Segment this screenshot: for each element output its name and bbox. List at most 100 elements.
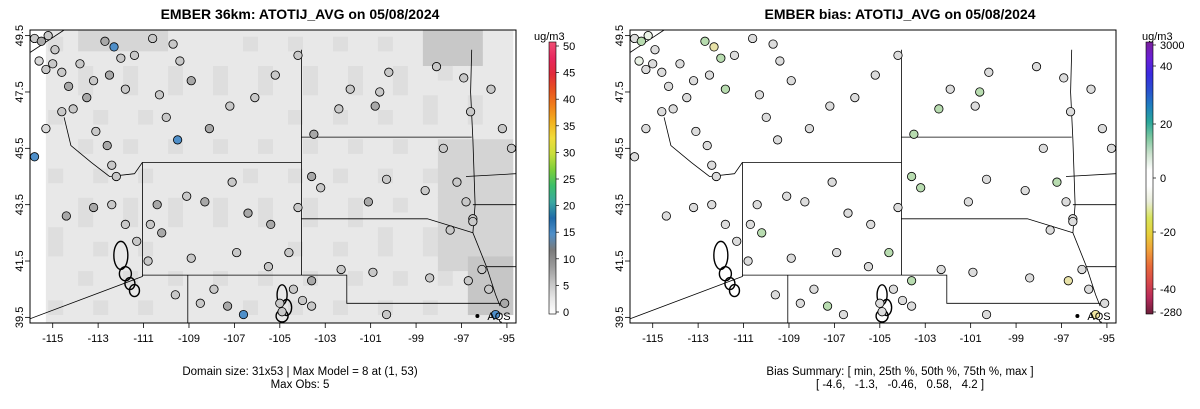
model-field-cell xyxy=(243,226,259,242)
model-field-cell xyxy=(108,124,124,140)
monitor-site-marker xyxy=(459,73,469,83)
model-field-cell xyxy=(347,182,364,198)
model-field-cell xyxy=(168,109,184,125)
model-field-cell xyxy=(183,36,199,52)
model-field-cell xyxy=(497,153,514,169)
monitor-site-marker xyxy=(284,247,294,258)
monitor-site-marker xyxy=(104,70,115,80)
model-field-cell xyxy=(332,226,349,242)
model-field-cell xyxy=(48,124,64,140)
model-field-cell xyxy=(437,285,454,301)
model-field-cell xyxy=(183,138,199,154)
model-field-cell xyxy=(302,285,319,301)
model-field-cell xyxy=(198,153,214,169)
x-axis-tick-label: -111 xyxy=(733,333,753,345)
model-field-cell xyxy=(317,65,334,81)
model-field-cell xyxy=(467,299,484,316)
model-field-cell xyxy=(407,168,424,184)
model-field-cell xyxy=(273,94,289,110)
monitor-site-marker xyxy=(897,295,908,306)
model-field-cell xyxy=(392,94,409,110)
monitor-site-marker xyxy=(630,152,640,162)
monitor-site-marker xyxy=(984,67,994,77)
colorbar-tick-label: -280 xyxy=(1160,307,1182,319)
model-field-cell xyxy=(482,138,499,154)
monitor-site-marker xyxy=(497,124,507,134)
monitor-site-marker xyxy=(934,104,944,114)
monitor-site-marker xyxy=(182,191,192,201)
monitor-site-marker xyxy=(336,264,346,275)
model-field-cell xyxy=(287,255,304,272)
model-field-cell xyxy=(452,109,469,125)
model-field-cell xyxy=(407,80,424,96)
model-field-cell xyxy=(108,241,124,257)
x-axis-tick-label: -97 xyxy=(1054,333,1070,345)
monitor-site-marker xyxy=(232,247,242,258)
model-field-cell xyxy=(63,30,79,37)
model-field-cell xyxy=(362,80,379,96)
monitor-site-marker xyxy=(745,219,755,229)
model-field-cell xyxy=(392,270,409,286)
model-field-cell xyxy=(213,197,229,213)
model-field-cell xyxy=(78,36,94,52)
monitor-site-marker xyxy=(186,253,196,263)
model-field-cell xyxy=(437,30,454,37)
model-field-cell xyxy=(183,50,199,66)
model-field-cell xyxy=(78,65,94,81)
model-field-cell xyxy=(48,197,64,213)
y-axis-tick-label: 43.5 xyxy=(614,194,626,215)
monitor-site-marker xyxy=(707,160,717,170)
model-field-cell xyxy=(422,30,439,37)
monitor-site-marker xyxy=(822,301,833,311)
monitor-site-marker xyxy=(486,84,496,94)
model-field-cell xyxy=(63,299,79,316)
model-field-cell xyxy=(362,138,379,154)
lake-outline xyxy=(713,240,729,271)
right-colorbar-unit: ug/m3 xyxy=(1142,31,1173,43)
monitor-site-marker xyxy=(1090,309,1101,320)
model-field-cell xyxy=(138,197,154,213)
model-field-cell xyxy=(482,182,499,198)
model-field-cell xyxy=(63,36,79,52)
model-field-cell xyxy=(482,241,499,257)
monitor-site-marker xyxy=(1061,197,1071,207)
monitor-site-marker xyxy=(800,197,810,207)
model-field-cell xyxy=(153,124,169,140)
colorbar-tick-label: 35 xyxy=(563,121,575,133)
state-boundary-line xyxy=(901,274,1101,304)
monitor-site-marker xyxy=(757,228,767,238)
monitor-site-marker xyxy=(116,53,126,63)
monitor-site-marker xyxy=(782,191,792,201)
model-field-cell xyxy=(377,211,394,228)
model-field-cell xyxy=(228,30,244,37)
model-field-cell xyxy=(377,36,394,52)
model-field-cell xyxy=(108,211,124,228)
model-field-cell xyxy=(422,153,439,169)
model-field-cell xyxy=(347,109,364,125)
model-field-cell xyxy=(287,226,304,242)
model-field-cell xyxy=(273,182,289,198)
model-field-cell xyxy=(63,109,79,125)
model-field-cell xyxy=(407,255,424,272)
model-field-cell xyxy=(78,109,94,125)
right-map-footer: Bias Summary: [ min, 25th %, 50th %, 75t… xyxy=(766,366,1034,391)
model-field-cell xyxy=(273,80,289,96)
model-field-cell xyxy=(78,80,94,96)
model-field-cell xyxy=(497,109,514,125)
model-field-cell xyxy=(93,109,109,125)
model-field-cell xyxy=(392,109,409,125)
model-field-cell xyxy=(377,197,394,213)
model-field-cell xyxy=(452,299,469,316)
monitor-site-marker xyxy=(1025,273,1035,283)
monitor-site-marker xyxy=(668,104,678,114)
model-field-cell xyxy=(392,226,409,242)
model-field-cell xyxy=(78,226,94,242)
model-field-cell xyxy=(138,182,154,198)
monitor-site-marker xyxy=(91,126,101,137)
y-axis-tick-label: 47.5 xyxy=(14,81,26,102)
model-field-cell xyxy=(302,30,319,37)
model-field-cell xyxy=(467,226,484,242)
right-plot-frame xyxy=(629,29,1117,324)
model-field-cell xyxy=(467,124,484,140)
model-field-cell xyxy=(258,168,274,184)
